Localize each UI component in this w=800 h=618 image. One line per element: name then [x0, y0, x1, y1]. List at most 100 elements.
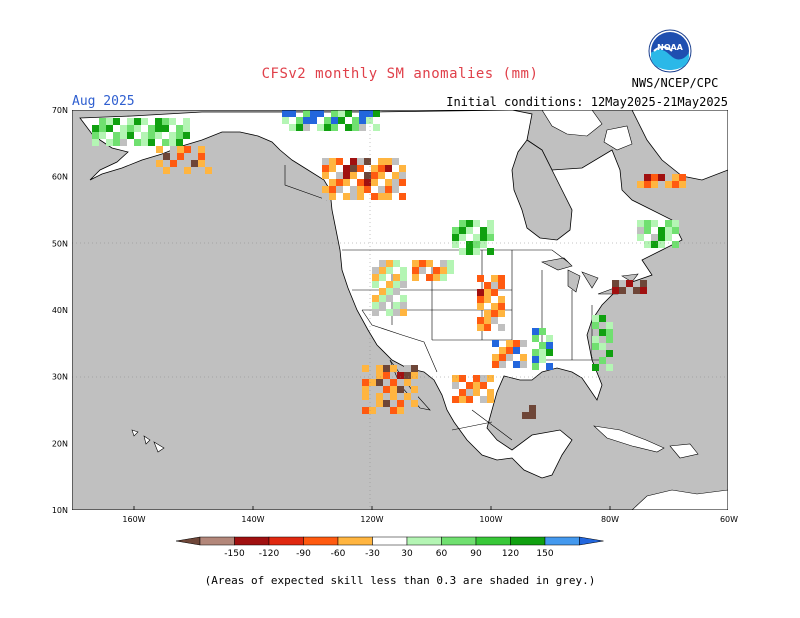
anomaly-cell: [371, 165, 378, 172]
forecast-month: Aug 2025: [72, 94, 135, 109]
anomaly-cell: [148, 132, 155, 139]
anomaly-cell: [120, 139, 127, 146]
anomaly-cell: [386, 288, 393, 295]
anomaly-cell: [385, 179, 392, 186]
anomaly-cell: [473, 389, 480, 396]
anomaly-cell: [338, 110, 345, 117]
anomaly-cell: [205, 153, 212, 160]
anomaly-cell: [644, 241, 651, 248]
anomaly-cell: [404, 407, 411, 414]
anomaly-cell: [520, 354, 527, 361]
anomaly-cell: [399, 165, 406, 172]
anomaly-cell: [452, 241, 459, 248]
anomaly-cell: [440, 267, 447, 274]
anomaly-cell: [404, 400, 411, 407]
anomaly-cell: [329, 179, 336, 186]
anomaly-cell: [183, 132, 190, 139]
anomaly-cell: [426, 274, 433, 281]
anomaly-cell: [373, 124, 380, 131]
anomaly-cell: [412, 274, 419, 281]
anomaly-cell: [343, 193, 350, 200]
anomaly-cell: [191, 153, 198, 160]
south-america-land: [631, 489, 728, 510]
anomaly-cell: [637, 227, 644, 234]
legend-swatch: [234, 536, 270, 546]
anomaly-cell: [447, 260, 454, 267]
anomaly-cell: [612, 287, 619, 294]
anomaly-cell: [419, 267, 426, 274]
anomaly-cell: [480, 227, 487, 234]
anomaly-cell: [399, 172, 406, 179]
legend-arrow-right: [579, 536, 604, 546]
anomaly-cell: [487, 234, 494, 241]
anomaly-cell: [658, 241, 665, 248]
anomaly-cell: [658, 174, 665, 181]
anomaly-cell: [473, 248, 480, 255]
anomaly-cell: [532, 349, 539, 356]
anomaly-cell: [532, 335, 539, 342]
anomaly-cell: [397, 400, 404, 407]
anomaly-cell: [366, 117, 373, 124]
anomaly-cell: [163, 153, 170, 160]
anomaly-cell: [477, 296, 484, 303]
anomaly-cell: [386, 281, 393, 288]
anomaly-cell: [672, 181, 679, 188]
anomaly-cell: [487, 375, 494, 382]
anomaly-cell: [364, 172, 371, 179]
legend-label: -90: [296, 549, 311, 559]
anomaly-cell: [383, 400, 390, 407]
anomaly-cell: [92, 139, 99, 146]
anomaly-cell: [331, 110, 338, 117]
anomaly-cell: [155, 125, 162, 132]
anomaly-cell: [385, 165, 392, 172]
anomaly-cell: [366, 110, 373, 117]
anomaly-cell: [357, 158, 364, 165]
anomaly-cell: [385, 186, 392, 193]
political-boundaries: [284, 165, 612, 441]
legend-label: -60: [331, 549, 346, 559]
anomaly-cell: [599, 357, 606, 364]
anomaly-cell: [539, 356, 546, 363]
anomaly-cell: [329, 165, 336, 172]
anomaly-cell: [498, 275, 505, 282]
anomaly-cell: [491, 289, 498, 296]
legend-swatch: [510, 536, 546, 546]
anomaly-cell: [400, 295, 407, 302]
anomaly-cell: [679, 174, 686, 181]
anomaly-cell: [513, 347, 520, 354]
anomaly-cell: [322, 158, 329, 165]
anomaly-cell: [141, 118, 148, 125]
anomaly-cell: [400, 302, 407, 309]
anomaly-cell: [477, 275, 484, 282]
anomaly-cell: [141, 132, 148, 139]
anomaly-cell: [369, 386, 376, 393]
anomaly-cell: [106, 118, 113, 125]
anomaly-cell: [362, 379, 369, 386]
anomaly-cell: [626, 280, 633, 287]
anomaly-cell: [282, 110, 289, 117]
anomaly-cell: [198, 146, 205, 153]
anomaly-cell: [303, 117, 310, 124]
anomaly-cell: [336, 179, 343, 186]
anomaly-cell: [127, 118, 134, 125]
legend-label: 30: [401, 549, 413, 559]
anomaly-cell: [397, 386, 404, 393]
anomaly-cell: [592, 364, 599, 371]
anomaly-cell: [498, 324, 505, 331]
anomaly-cell: [411, 386, 418, 393]
anomaly-cell: [452, 234, 459, 241]
legend-swatch: [337, 536, 373, 546]
anomaly-cell: [322, 186, 329, 193]
anomaly-cell: [506, 347, 513, 354]
anomaly-cell: [362, 386, 369, 393]
anomaly-cell: [156, 167, 163, 174]
anomaly-cell: [191, 167, 198, 174]
anomaly-cell: [440, 274, 447, 281]
anomaly-cell: [162, 118, 169, 125]
anomaly-cell: [386, 309, 393, 316]
anomaly-cell: [176, 139, 183, 146]
legend-swatch: [475, 536, 511, 546]
anomaly-cell: [412, 267, 419, 274]
anomaly-cell: [484, 296, 491, 303]
anomaly-cell: [506, 354, 513, 361]
